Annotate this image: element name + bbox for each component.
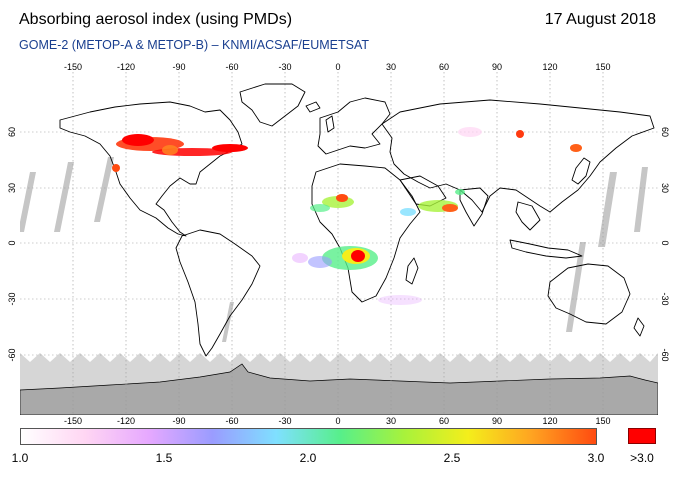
- graticule: [20, 72, 658, 415]
- colorbar: [20, 428, 597, 445]
- madagascar: [405, 257, 419, 285]
- aerosol-plumes: [112, 127, 582, 305]
- lat-tick-left: 60: [7, 126, 17, 138]
- greenland: [239, 83, 306, 127]
- lat-tick-right: 0: [660, 240, 670, 246]
- lon-tick-bottom: -150: [63, 416, 83, 426]
- lon-tick-bottom: 60: [438, 416, 450, 426]
- uk: [325, 115, 335, 133]
- lon-tick-top: -120: [116, 62, 136, 72]
- antarctica: [20, 363, 658, 415]
- lon-tick-top: 90: [491, 62, 503, 72]
- lon-tick-top: 120: [542, 62, 558, 72]
- lat-tick-left: 30: [7, 182, 17, 194]
- lat-tick-right: 30: [660, 182, 670, 194]
- lon-tick-bottom: 30: [385, 416, 397, 426]
- lat-tick-right: 60: [660, 126, 670, 138]
- lat-tick-right: -60: [660, 348, 670, 362]
- lon-tick-bottom: 0: [335, 416, 341, 426]
- lon-tick-top: -90: [172, 62, 186, 72]
- lon-tick-top: 60: [438, 62, 450, 72]
- japan: [571, 157, 591, 185]
- africa: [311, 163, 421, 303]
- new-zealand: [633, 317, 645, 337]
- north-america: [59, 101, 243, 237]
- lat-tick-right: -30: [660, 292, 670, 306]
- lat-tick-left: -30: [7, 292, 17, 306]
- lat-tick-left: -60: [7, 348, 17, 362]
- coastlines: [59, 83, 655, 357]
- lon-tick-bottom: -30: [278, 416, 292, 426]
- map-date: 17 August 2018: [544, 11, 656, 28]
- lon-tick-top: 30: [385, 62, 397, 72]
- map-title: Absorbing aerosol index (using PMDs): [19, 11, 293, 28]
- india: [459, 187, 489, 227]
- lon-tick-top: -30: [278, 62, 292, 72]
- australia: [547, 263, 631, 325]
- lon-tick-bottom: 90: [491, 416, 503, 426]
- colorbar-label: 1.0: [11, 451, 29, 465]
- lon-tick-top: 0: [335, 62, 341, 72]
- lon-tick-top: 150: [595, 62, 611, 72]
- europe: [317, 97, 391, 155]
- lat-tick-left: 0: [7, 240, 17, 246]
- iceland: [305, 101, 321, 113]
- lon-tick-top: -60: [225, 62, 239, 72]
- southeast-asia: [515, 201, 541, 231]
- colorbar-overflow-label: >3.0: [630, 451, 654, 465]
- indonesia: [509, 239, 583, 259]
- orbit-gaps: [20, 157, 648, 342]
- lon-tick-bottom: -90: [172, 416, 186, 426]
- colorbar-label: 1.5: [155, 451, 173, 465]
- south-america: [175, 229, 261, 357]
- lon-tick-top: -150: [63, 62, 83, 72]
- lon-tick-bottom: 150: [595, 416, 611, 426]
- colorbar-label: 2.0: [299, 451, 317, 465]
- map-subtitle: GOME-2 (METOP-A & METOP-B) – KNMI/ACSAF/…: [19, 38, 370, 52]
- colorbar-label: 2.5: [443, 451, 461, 465]
- colorbar-overflow-swatch: [628, 428, 656, 444]
- colorbar-label: 3.0: [587, 451, 605, 465]
- lon-tick-bottom: -60: [225, 416, 239, 426]
- world-map: [20, 72, 658, 415]
- lon-tick-bottom: -120: [116, 416, 136, 426]
- lon-tick-bottom: 120: [542, 416, 558, 426]
- asia: [381, 99, 655, 213]
